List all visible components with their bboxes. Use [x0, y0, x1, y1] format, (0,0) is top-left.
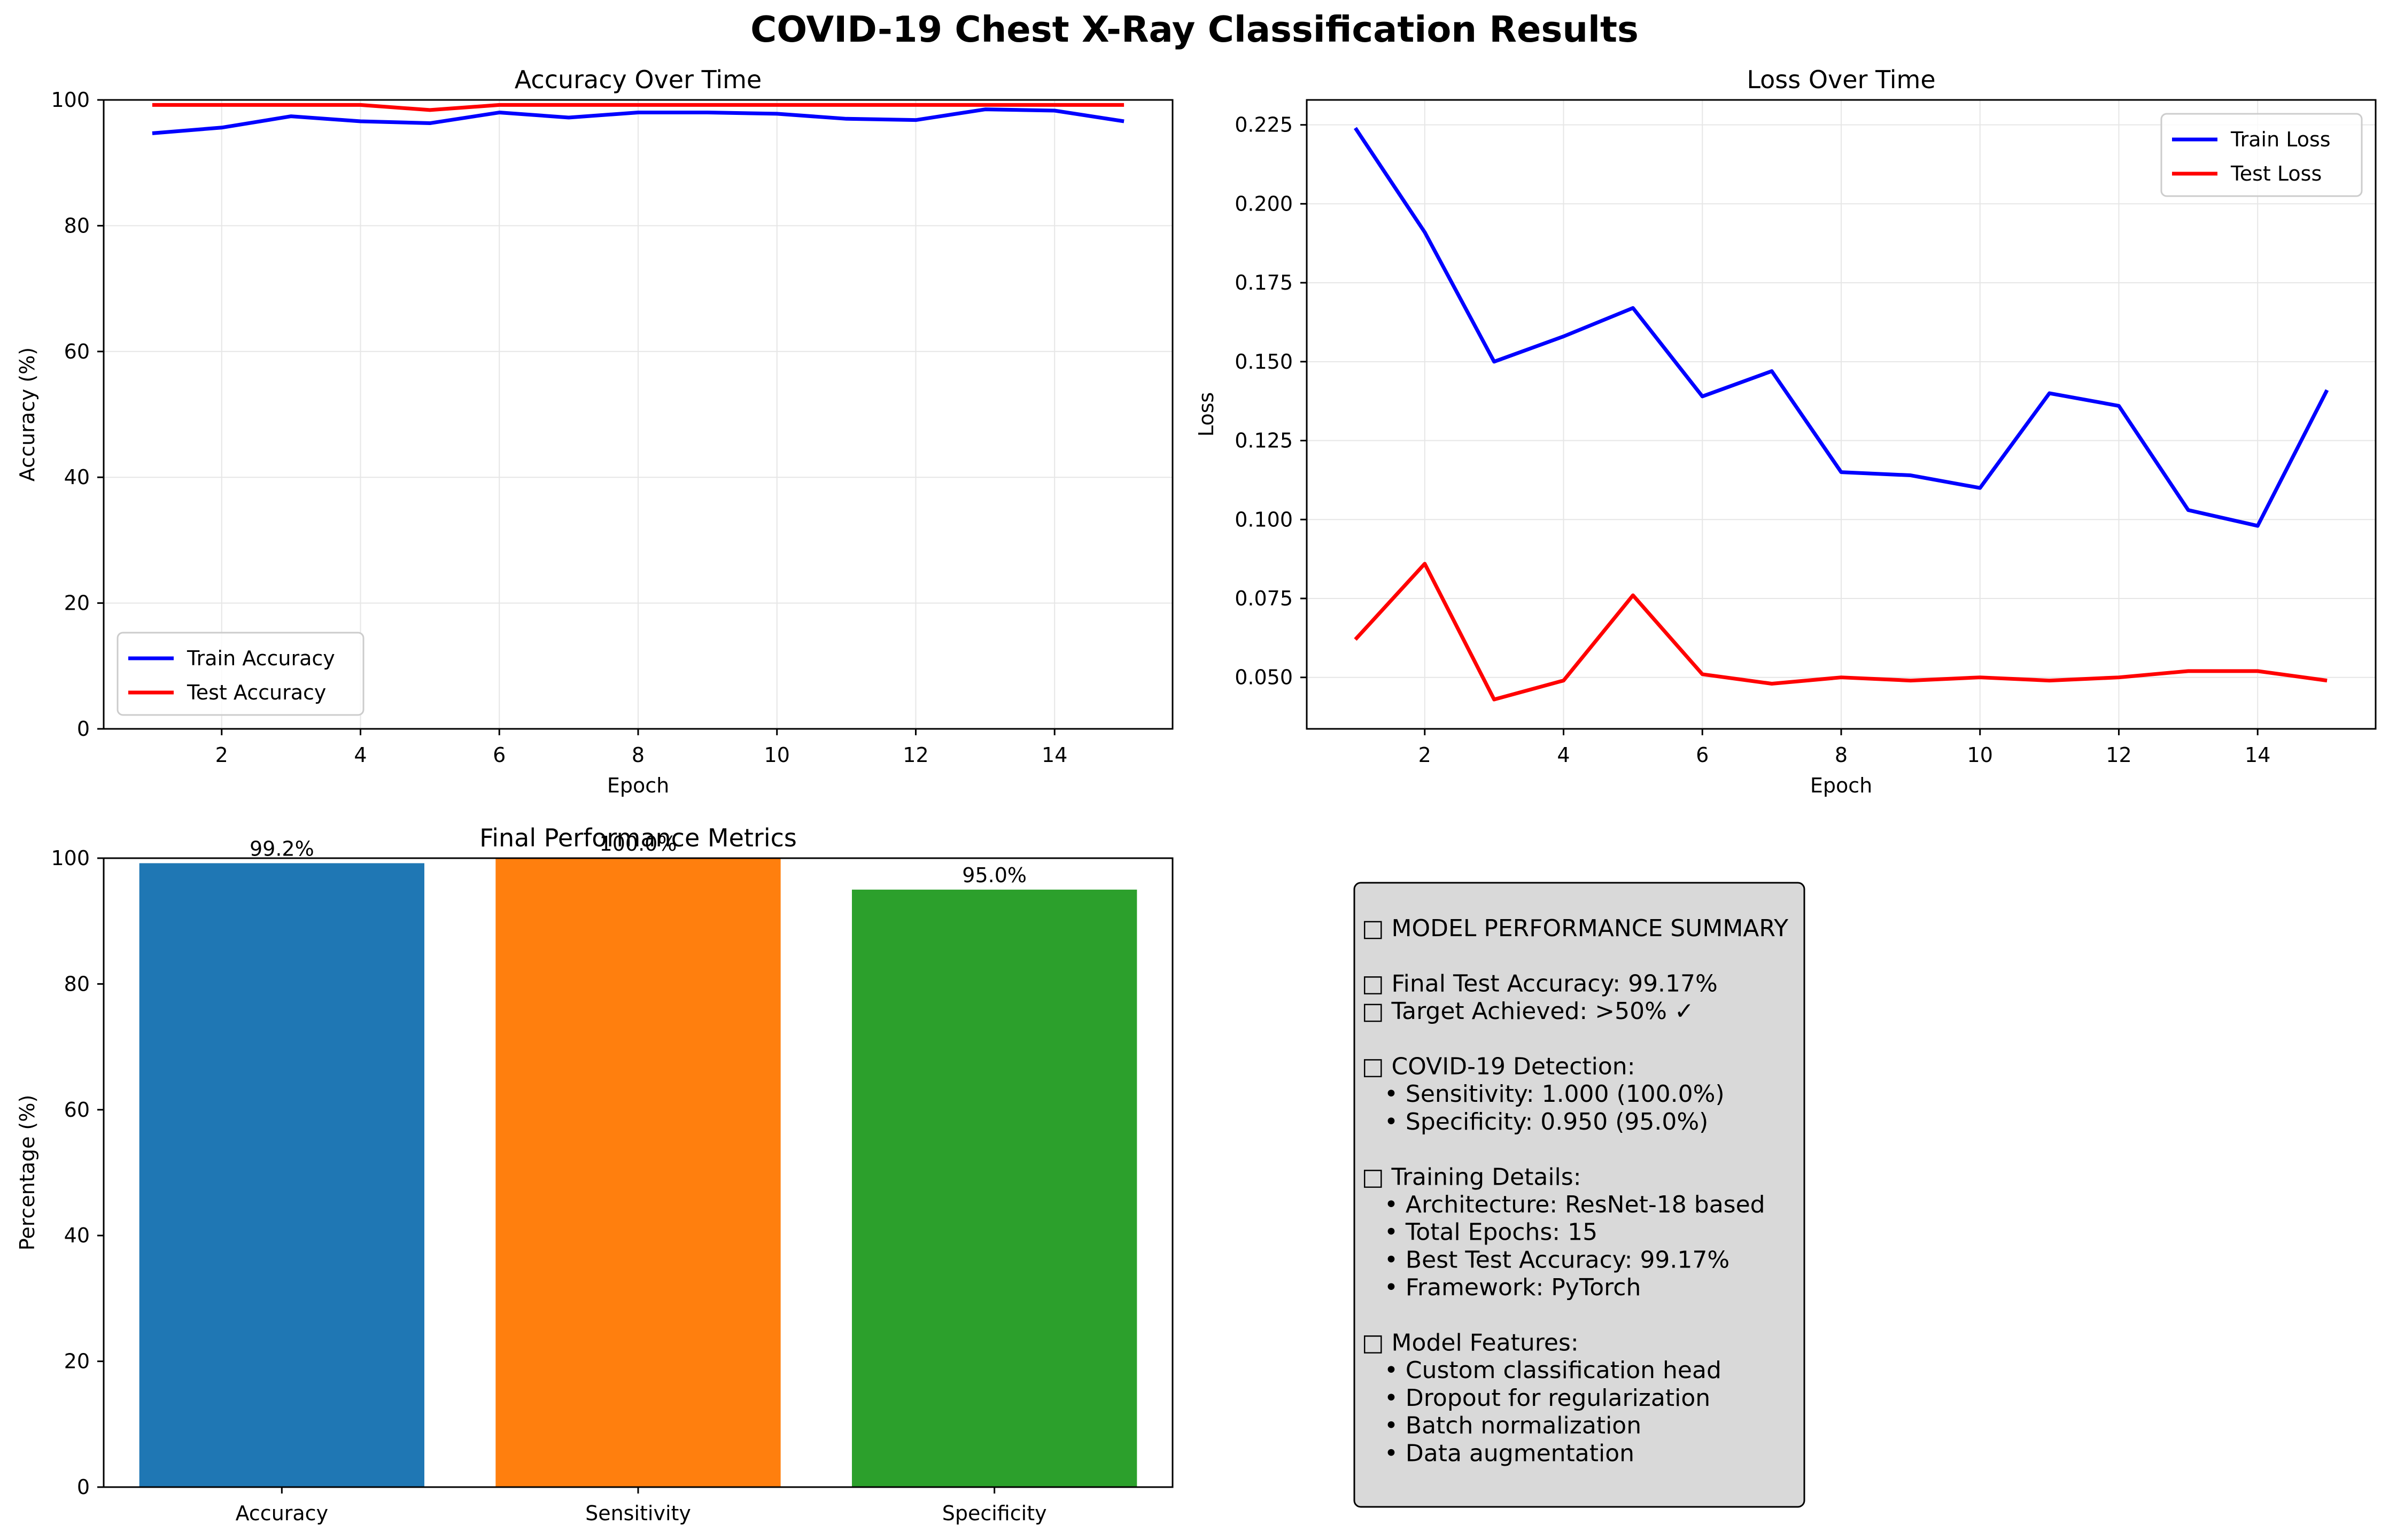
summary-line: • Total Epochs: 15: [1362, 1219, 1597, 1246]
y-tick-label: 40: [64, 1224, 90, 1247]
summary-line: • Best Test Accuracy: 99.17%: [1362, 1246, 1729, 1273]
x-tick-label: 10: [1967, 743, 1993, 767]
y-tick-label: 100: [51, 846, 90, 870]
summary-line: • Specificity: 0.950 (95.0%): [1362, 1108, 1708, 1135]
y-tick-label: 0: [77, 1475, 90, 1499]
series-line-train-accuracy: [152, 107, 1124, 135]
y-tick-label: 0.150: [1235, 350, 1293, 374]
legend-box: [117, 632, 364, 716]
summary-line: □ Training Details:: [1362, 1163, 1581, 1191]
summary-line: • Data augmentation: [1362, 1440, 1634, 1467]
y-tick-label: 20: [64, 592, 90, 615]
y-axis-label: Percentage (%): [15, 1095, 39, 1251]
legend-entry-label: Test Accuracy: [187, 681, 326, 704]
chart-title: Loss Over Time: [1747, 65, 1935, 94]
legend: Train Loss Test Loss: [2160, 113, 2363, 197]
x-tick-label: 2: [215, 743, 228, 767]
summary-background: [1353, 882, 1805, 1508]
legend: Train Accuracy Test Accuracy: [117, 632, 364, 716]
summary-line: • Custom classification head: [1362, 1357, 1721, 1384]
summary-text: □ MODEL PERFORMANCE SUMMARY □ Final Test …: [1362, 915, 1788, 1467]
y-tick-label: 100: [51, 88, 90, 112]
accuracy-chart: 2 4 6 8 10 12 14 0 20 40 60 80 100 Accuracy Over Time…: [15, 65, 1174, 797]
bar-accuracy: [139, 863, 425, 1487]
bar-value-label: 95.0%: [962, 864, 1027, 887]
x-axis-label: Epoch: [1810, 774, 1872, 797]
series-line-test-loss: [1354, 562, 2328, 702]
y-tick-label: 0.100: [1235, 508, 1293, 531]
y-tick-label: 20: [64, 1350, 90, 1373]
x-tick-label: 12: [903, 743, 928, 767]
x-tick-label: 8: [632, 743, 645, 767]
x-tick-label: 4: [1557, 743, 1570, 767]
summary-line: • Architecture: ResNet-18 based: [1362, 1191, 1765, 1218]
summary-line: □ Model Features:: [1362, 1329, 1579, 1357]
chart-title: Final Performance Metrics: [479, 823, 797, 852]
x-tick-label: 14: [1042, 743, 1067, 767]
x-tick-label: 6: [1696, 743, 1709, 767]
summary-line: • Batch normalization: [1362, 1412, 1641, 1440]
x-tick-label: 10: [764, 743, 790, 767]
legend-entry-label: Test Loss: [2230, 162, 2322, 185]
y-tick-label: 60: [64, 340, 90, 363]
x-axis-label: Epoch: [607, 774, 669, 797]
x-tick-label: Specificity: [942, 1502, 1047, 1525]
series-line-test-accuracy: [152, 103, 1124, 112]
y-tick-label: 80: [64, 972, 90, 995]
y-axis-label: Accuracy (%): [15, 347, 39, 481]
chart-title: Accuracy Over Time: [515, 65, 762, 94]
y-tick-label: 60: [64, 1098, 90, 1122]
y-tick-label: 80: [64, 214, 90, 237]
summary-line: □ Final Test Accuracy: 99.17%: [1362, 970, 1718, 997]
y-tick-label: 0.075: [1235, 587, 1293, 610]
x-tick-label: Sensitivity: [585, 1502, 691, 1525]
summary-line: • Dropout for regularization: [1362, 1385, 1710, 1412]
y-tick-label: 0.200: [1235, 192, 1293, 215]
y-tick-label: 0.050: [1235, 666, 1293, 689]
metrics-bar-chart: 99.2% 100.0% 95.0% Accuracy Sensitivity Speci…: [15, 823, 1174, 1525]
figure-title: COVID-19 Chest X-Ray Classification Resu…: [750, 9, 1639, 50]
legend-entry-label: Train Accuracy: [187, 647, 335, 670]
x-tick-label: Accuracy: [236, 1502, 329, 1525]
x-tick-label: 14: [2245, 743, 2270, 767]
summary-line: □ MODEL PERFORMANCE SUMMARY: [1362, 915, 1788, 942]
series-line-train-loss: [1353, 127, 2329, 528]
legend-entry-label: Train Loss: [2230, 128, 2331, 151]
bar-value-label: 99.2%: [250, 837, 314, 860]
summary-line: □ COVID-19 Detection:: [1362, 1053, 1635, 1080]
y-tick-label: 0: [77, 717, 90, 741]
y-tick-label: 0.225: [1235, 113, 1293, 137]
summary-line: □ Target Achieved: >50% ✓: [1362, 998, 1694, 1025]
x-tick-label: 12: [2106, 743, 2131, 767]
summary-line: • Sensitivity: 1.000 (100.0%): [1362, 1080, 1725, 1108]
y-axis-label: Loss: [1194, 392, 1218, 437]
x-tick-label: 8: [1835, 743, 1848, 767]
bar-value-label: 100.0%: [600, 832, 677, 855]
bar-specificity: [852, 889, 1137, 1487]
x-tick-label: 2: [1418, 743, 1431, 767]
x-tick-label: 4: [354, 743, 367, 767]
x-tick-label: 6: [493, 743, 506, 767]
bar-sensitivity: [495, 858, 781, 1487]
y-tick-label: 0.125: [1235, 429, 1293, 453]
y-tick-label: 40: [64, 465, 90, 489]
loss-chart: 2 4 6 8 10 12 14 0.050 0.075 0.100 0.125 0.150 0.175…: [1194, 65, 2377, 797]
y-tick-label: 0.175: [1235, 271, 1293, 294]
summary-line: • Framework: PyTorch: [1362, 1274, 1641, 1301]
summary-box: □ MODEL PERFORMANCE SUMMARY □ Final Test …: [1353, 882, 1805, 1508]
